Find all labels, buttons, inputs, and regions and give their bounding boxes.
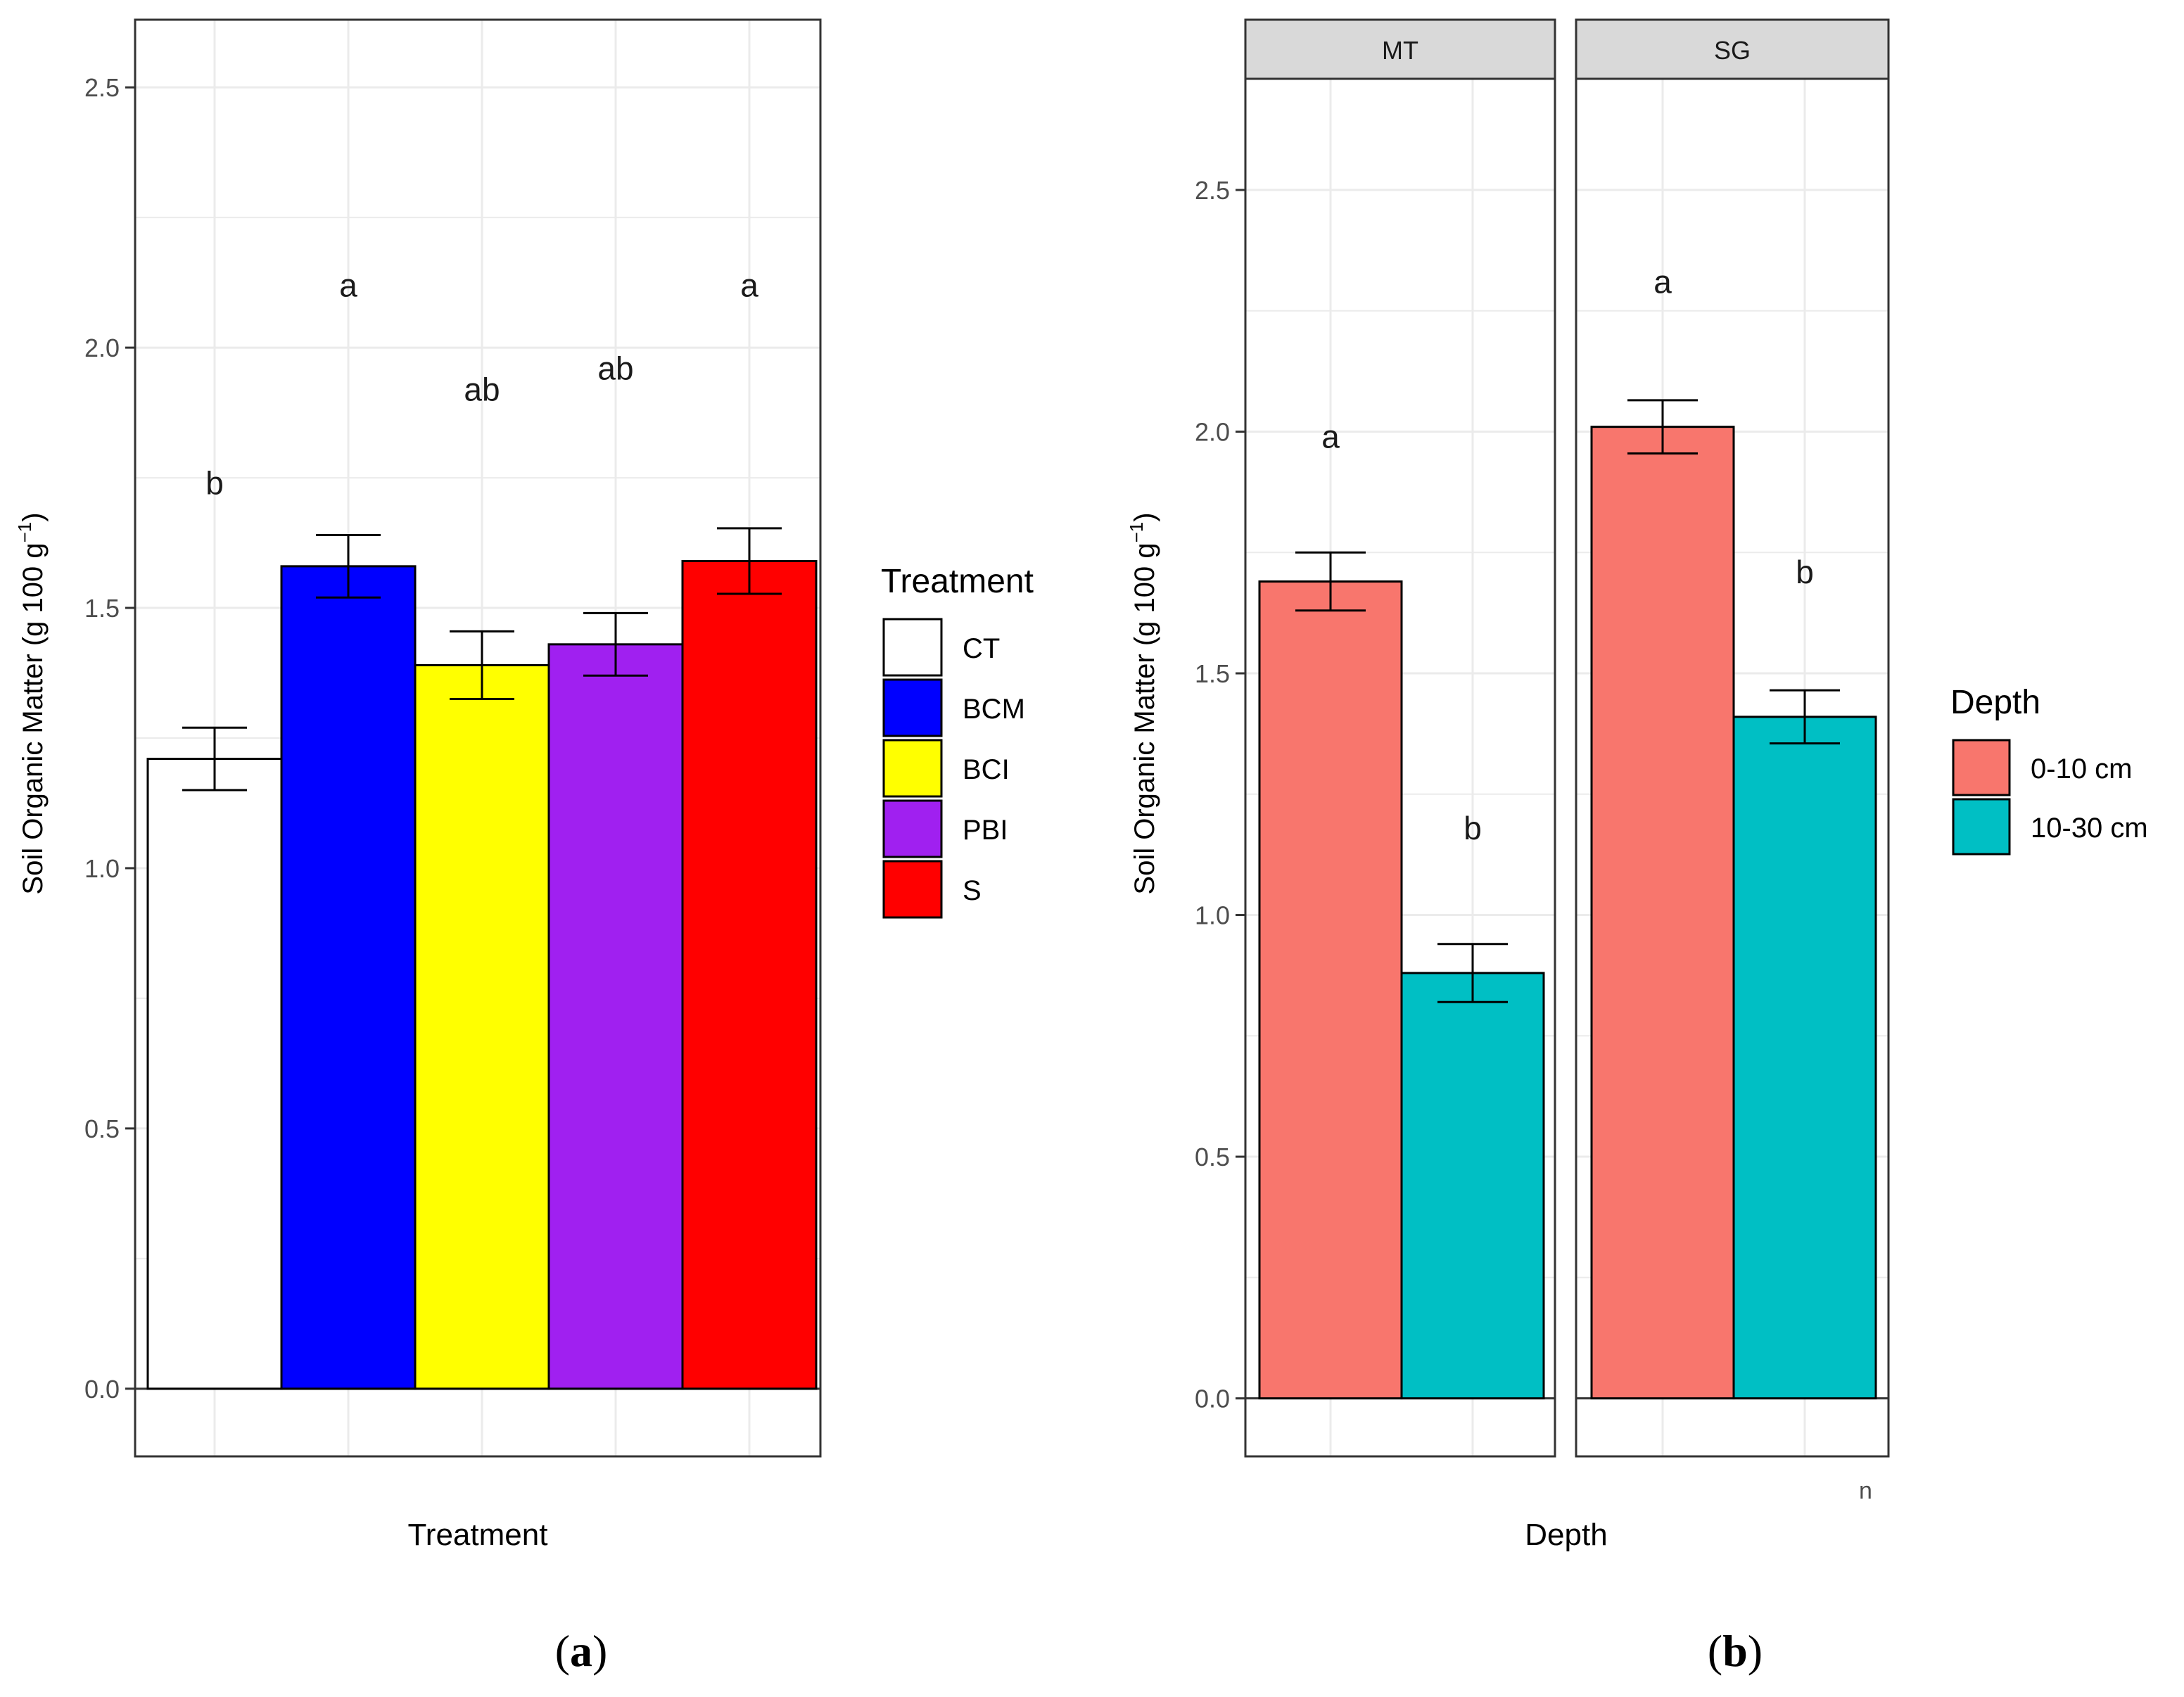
facet-mt-border: [1244, 77, 1556, 1458]
legend-key-bci: [882, 739, 943, 798]
bar-mt-0-10-cm: [1258, 580, 1403, 1400]
significance-label-sg-10-30-cm: b: [1796, 554, 1814, 590]
panel-b-error-bars: [1295, 399, 1840, 1003]
significance-label-sg-0-10-cm: a: [1653, 264, 1672, 300]
stray-glyph: n: [1859, 1477, 1872, 1504]
y-tick-label: 2.0: [1195, 418, 1230, 447]
facet-mt-strip: [1244, 18, 1556, 80]
legend-key-ct: [882, 618, 943, 677]
panel-a: b a ab ab a 0.0 0.5 1.0 1.5 2.0 2.5 Treatment Soi…: [14, 18, 1034, 1676]
panel-b-bars: [1258, 426, 1877, 1400]
panel-a-y-ticks: 0.0 0.5 1.0 1.5 2.0 2.5: [84, 73, 135, 1404]
legend-label-bci: BCI: [963, 754, 1010, 785]
legend-key-s: [882, 860, 943, 919]
y-tick-label: 2.0: [84, 333, 120, 362]
bar-ct: [146, 758, 283, 1390]
significance-label-pbi: ab: [597, 350, 633, 387]
panel-b: MT SG a b a b 0.0 0.5 1.0 1.5 2.0 2.5 Depth Soil…: [1126, 18, 2148, 1676]
significance-label-bci: ab: [464, 371, 500, 407]
significance-label-mt-10-30-cm: b: [1464, 810, 1482, 846]
panel-a-legend-title: Treatment: [881, 563, 1034, 600]
panel-b-x-axis-title: Depth: [1525, 1518, 1607, 1552]
panel-a-legend-entries: CT BCM BCI PBI S: [882, 618, 1025, 919]
legend-label-0-10-cm: 0-10 cm: [2031, 754, 2133, 784]
panel-a-x-axis-title: Treatment: [408, 1518, 548, 1552]
panel-a-legend: Treatment CT BCM BCI PBI S: [881, 563, 1034, 919]
legend-key-0-10-cm: [1952, 739, 2011, 796]
bar-sg-0-10-cm: [1590, 426, 1735, 1400]
bar-mt-10-30-cm: [1400, 972, 1545, 1400]
y-tick-label: 0.0: [1195, 1385, 1230, 1413]
legend-key-pbi: [882, 799, 943, 858]
panel-b-significance-labels: a b a b: [1321, 264, 1814, 846]
panel-b-legend: Depth 0-10 cm 10-30 cm: [1950, 684, 2148, 856]
y-tick-label: 1.0: [1195, 901, 1230, 930]
y-tick-label: 1.0: [84, 854, 120, 883]
y-tick-label: 0.0: [84, 1375, 120, 1404]
legend-label-bcm: BCM: [963, 694, 1025, 725]
panel-a-caption: (a): [555, 1626, 608, 1676]
panel-a-error-bars: [182, 527, 782, 792]
bar-pbi: [547, 643, 684, 1390]
y-tick-label: 1.5: [1195, 659, 1230, 688]
y-tick-label: 0.5: [1195, 1143, 1230, 1171]
panel-b-y-axis-title: Soil Organic Matter (g 100 g−1): [1126, 512, 1160, 894]
significance-label-bcm: a: [339, 267, 357, 303]
legend-label-pbi: PBI: [963, 815, 1008, 846]
panel-a-bars: [146, 559, 818, 1390]
bar-bci: [414, 663, 550, 1390]
significance-label-s: a: [740, 267, 758, 303]
legend-key-bcm: [882, 678, 943, 737]
panel-b-legend-title: Depth: [1950, 684, 2040, 721]
bar-bcm: [280, 565, 417, 1390]
panel-a-significance-labels: b a ab ab a: [205, 267, 758, 501]
y-tick-label: 0.5: [84, 1114, 120, 1143]
panel-a-y-axis-title: Soil Organic Matter (g 100 g−1): [14, 512, 49, 894]
legend-label-10-30-cm: 10-30 cm: [2031, 813, 2148, 844]
bar-s: [681, 559, 818, 1390]
legend-key-10-30-cm: [1952, 798, 2011, 856]
facet-mt-strip-label: MT: [1382, 36, 1418, 65]
panel-b-caption: (b): [1708, 1626, 1763, 1676]
legend-label-ct: CT: [963, 633, 1000, 664]
significance-label-mt-0-10-cm: a: [1321, 418, 1340, 455]
panel-a-border: [134, 18, 822, 1458]
facet-sg-strip-label: SG: [1714, 36, 1751, 65]
significance-label-ct: b: [205, 464, 224, 501]
y-tick-label: 2.5: [1195, 176, 1230, 205]
panel-b-y-ticks: 0.0 0.5 1.0 1.5 2.0 2.5: [1195, 176, 1245, 1413]
bar-sg-10-30-cm: [1732, 716, 1877, 1400]
panel-b-legend-entries: 0-10 cm 10-30 cm: [1952, 739, 2148, 856]
legend-label-s: S: [963, 875, 982, 906]
y-tick-label: 1.5: [84, 594, 120, 623]
y-tick-label: 2.5: [84, 73, 120, 102]
facet-sg-border: [1575, 77, 1890, 1458]
